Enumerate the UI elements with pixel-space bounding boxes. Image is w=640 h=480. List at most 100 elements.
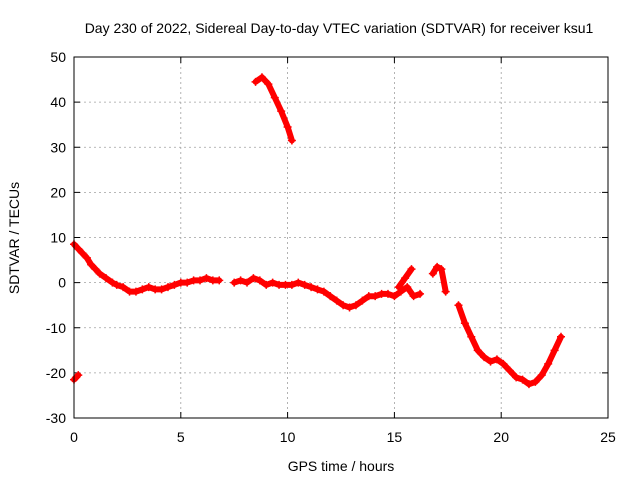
x-tick-label: 10 bbox=[280, 429, 296, 445]
data-point bbox=[230, 278, 239, 287]
data-point bbox=[371, 292, 380, 301]
series-trace bbox=[252, 74, 295, 144]
grid-lines bbox=[74, 57, 608, 418]
data-point bbox=[512, 373, 521, 382]
data-point bbox=[544, 359, 553, 368]
data-point bbox=[183, 278, 192, 287]
data-point bbox=[473, 346, 482, 355]
data-point bbox=[74, 371, 83, 380]
data-point bbox=[454, 301, 463, 310]
data-point bbox=[403, 283, 412, 292]
data-point bbox=[433, 262, 442, 271]
x-tick-label: 0 bbox=[70, 429, 78, 445]
data-point bbox=[351, 301, 360, 310]
data-point bbox=[196, 276, 205, 285]
x-tick-label: 20 bbox=[493, 429, 509, 445]
data-point bbox=[428, 269, 437, 278]
data-point bbox=[557, 332, 566, 341]
data-point bbox=[287, 280, 296, 289]
data-point bbox=[170, 280, 179, 289]
plot-frame bbox=[73, 56, 609, 419]
data-point bbox=[249, 274, 258, 283]
y-tick-label: 20 bbox=[50, 184, 66, 200]
data-point bbox=[102, 274, 111, 283]
data-point bbox=[390, 292, 399, 301]
data-point bbox=[163, 283, 172, 292]
x-tick-label: 5 bbox=[177, 429, 185, 445]
data-point bbox=[138, 285, 147, 294]
data-point bbox=[326, 292, 335, 301]
x-tick-label: 15 bbox=[387, 429, 403, 445]
data-point bbox=[283, 122, 292, 131]
data-point bbox=[74, 244, 83, 253]
data-point bbox=[345, 303, 354, 312]
data-point bbox=[416, 289, 425, 298]
x-axis-label: GPS time / hours bbox=[288, 458, 395, 474]
data-point bbox=[157, 285, 166, 294]
data-point bbox=[480, 353, 489, 362]
series-trace bbox=[429, 263, 449, 295]
data-point bbox=[518, 375, 527, 384]
y-tick-label: 40 bbox=[50, 94, 66, 110]
data-series bbox=[394, 265, 416, 292]
data-series bbox=[251, 73, 296, 145]
data-point bbox=[82, 253, 91, 262]
data-point bbox=[550, 346, 559, 355]
data-point bbox=[202, 274, 211, 283]
data-point bbox=[437, 265, 446, 274]
data-point bbox=[383, 289, 392, 298]
series-trace bbox=[231, 275, 423, 311]
data-point bbox=[112, 280, 121, 289]
data-point bbox=[270, 93, 279, 102]
data-point bbox=[264, 80, 273, 89]
data-point bbox=[236, 276, 245, 285]
y-tick-label: 50 bbox=[50, 49, 66, 65]
data-point bbox=[537, 371, 546, 380]
data-point bbox=[409, 292, 418, 301]
data-point bbox=[87, 260, 96, 269]
data-point bbox=[144, 283, 153, 292]
y-tick-label: 0 bbox=[58, 275, 66, 291]
data-point bbox=[251, 77, 260, 86]
data-point bbox=[441, 287, 450, 296]
data-point bbox=[243, 278, 252, 287]
data-point bbox=[407, 265, 416, 274]
data-point bbox=[300, 280, 309, 289]
data-point bbox=[394, 283, 403, 292]
data-series bbox=[428, 262, 450, 296]
data-point bbox=[215, 276, 224, 285]
data-point bbox=[401, 274, 410, 283]
data-point bbox=[339, 301, 348, 310]
y-tick-label: 30 bbox=[50, 139, 66, 155]
data-point bbox=[268, 278, 277, 287]
data-point bbox=[294, 278, 303, 287]
data-point bbox=[277, 107, 286, 116]
data-point bbox=[332, 296, 341, 305]
data-point bbox=[108, 278, 117, 287]
data-series bbox=[70, 240, 224, 296]
data-point bbox=[499, 359, 508, 368]
data-point bbox=[78, 249, 87, 258]
data-point bbox=[307, 283, 316, 292]
y-tick-label: -30 bbox=[46, 410, 66, 426]
data-point bbox=[531, 377, 540, 386]
y-tick-label: 10 bbox=[50, 230, 66, 246]
data-points bbox=[70, 73, 566, 389]
data-point bbox=[358, 296, 367, 305]
data-point bbox=[505, 366, 514, 375]
data-point bbox=[319, 287, 328, 296]
data-point bbox=[255, 276, 264, 285]
data-point bbox=[524, 380, 533, 389]
data-point bbox=[467, 332, 476, 341]
data-series bbox=[454, 301, 566, 389]
y-tick-label: -10 bbox=[46, 320, 66, 336]
data-point bbox=[257, 73, 266, 82]
data-point bbox=[492, 355, 501, 364]
data-point bbox=[313, 285, 322, 294]
y-axis-label: SDTVAR / TECUs bbox=[6, 182, 22, 294]
x-tick-label: 25 bbox=[600, 429, 616, 445]
data-point bbox=[131, 287, 140, 296]
data-point bbox=[119, 283, 128, 292]
data-point bbox=[460, 319, 469, 328]
